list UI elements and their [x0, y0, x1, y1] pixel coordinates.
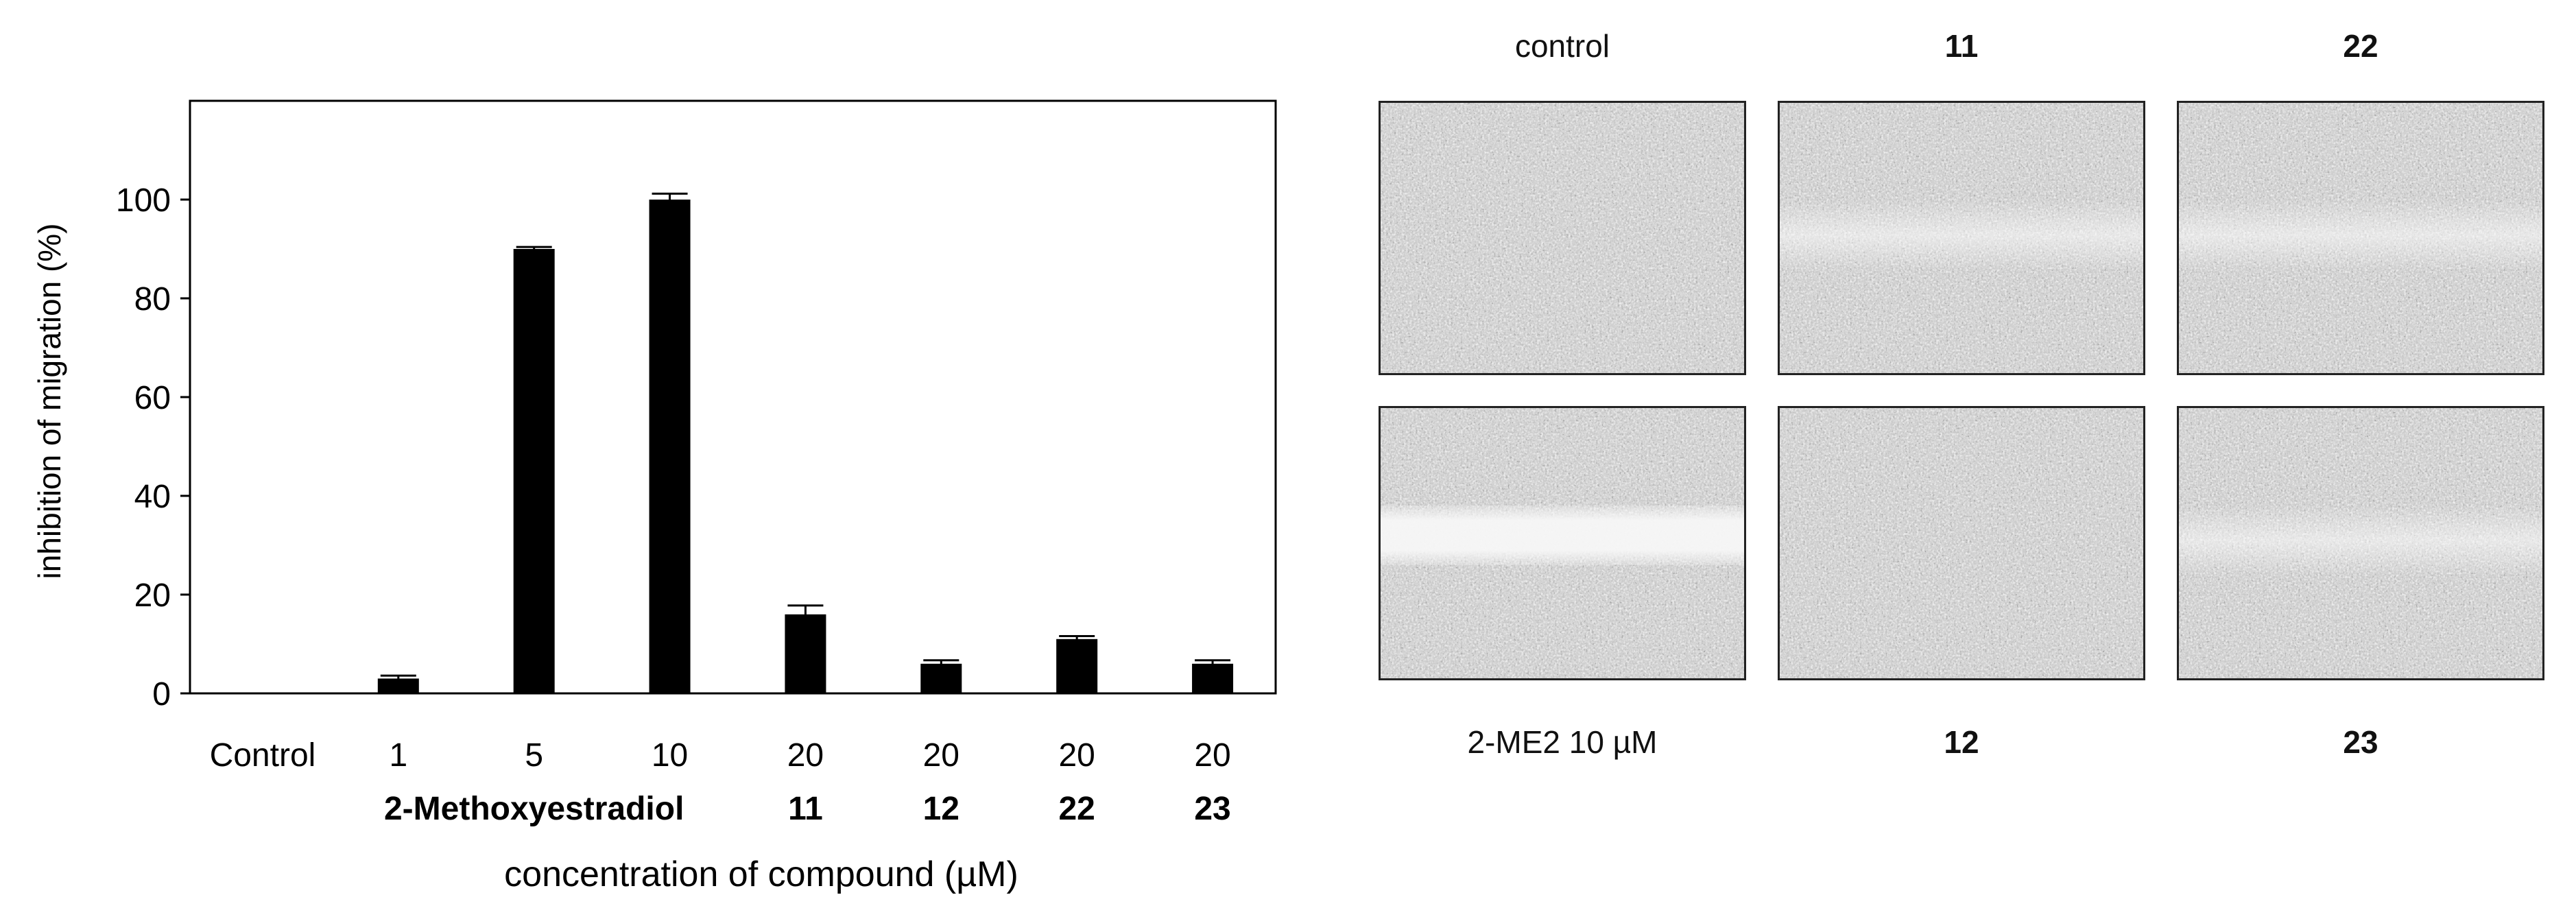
x-tick-label: 20 [787, 737, 824, 774]
cell-texture [1381, 103, 1744, 373]
x-tick-labels: Control 1 5 10 20 20 20 20 [210, 737, 1231, 774]
group-label: 2-Methoxyestradiol [384, 791, 684, 827]
x-axis-label: concentration of compound (µM) [504, 855, 1018, 894]
micrograph-bottom-1 [1379, 406, 1746, 680]
bar [785, 614, 826, 693]
y-axis: 0 20 40 60 80 100 [116, 182, 190, 713]
y-tick-label: 0 [152, 676, 171, 713]
panel-label: 22 [2343, 28, 2378, 64]
micrograph-bottom-3 [2177, 406, 2544, 680]
x-tick-label: 5 [525, 737, 543, 774]
panel-label: control [1514, 28, 1610, 64]
bar-chart: 0 20 40 60 80 100 Control 1 5 10 20 20 20 20 2-Metho… [32, 99, 1277, 894]
x-tick-label: 20 [1194, 737, 1230, 774]
y-tick-label: 100 [116, 182, 171, 219]
panel-label: 12 [1944, 724, 1979, 760]
x-tick-label: 20 [1058, 737, 1095, 774]
scratch-gap [2179, 505, 2542, 576]
bars [377, 192, 1234, 693]
group-label: 23 [1194, 791, 1230, 827]
y-tick-label: 20 [134, 577, 171, 614]
bar [649, 200, 691, 693]
x-tick-label: 1 [389, 737, 407, 774]
scratch-gap [2179, 200, 2542, 271]
scratch-gap [1381, 505, 1744, 565]
y-tick-label: 80 [134, 281, 171, 318]
cell-texture [1780, 408, 2143, 678]
x-tick-label: Control [210, 737, 316, 774]
x-tick-label: 10 [652, 737, 688, 774]
bar [1056, 638, 1098, 693]
bar [1192, 663, 1234, 693]
panel-label: 2-ME2 10 µM [1467, 724, 1658, 760]
group-label: 11 [788, 791, 823, 827]
bar [513, 249, 555, 693]
panel-label: 11 [1944, 28, 1979, 64]
group-labels: 2-Methoxyestradiol 11 12 22 23 [384, 791, 1231, 827]
micrograph-top-2 [1778, 101, 2145, 375]
bar [920, 663, 962, 693]
micrograph-top-3 [2177, 101, 2544, 375]
y-axis-label: inhibition of migration (%) [32, 223, 67, 579]
x-tick-label: 20 [923, 737, 959, 774]
micrograph-bottom-2 [1778, 406, 2145, 680]
group-label: 22 [1058, 791, 1095, 827]
y-tick-label: 40 [134, 479, 171, 515]
y-tick-label: 60 [134, 380, 171, 416]
bar [377, 678, 419, 693]
micrograph-top-1 [1379, 101, 1746, 375]
panel-label: 23 [2343, 724, 2378, 760]
scratch-gap [1780, 200, 2143, 271]
plot-area [189, 99, 1277, 695]
group-label: 12 [923, 791, 959, 827]
